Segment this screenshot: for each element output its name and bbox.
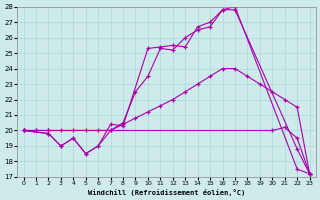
X-axis label: Windchill (Refroidissement éolien,°C): Windchill (Refroidissement éolien,°C) bbox=[88, 189, 245, 196]
